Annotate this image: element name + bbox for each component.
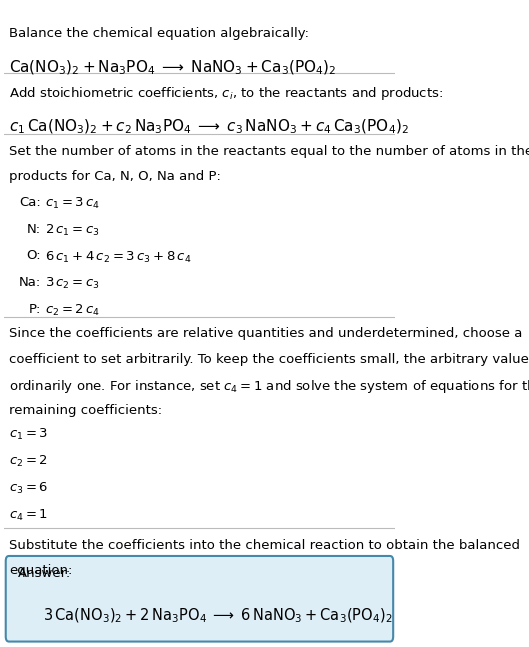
Text: $c_1 = 3$: $c_1 = 3$ bbox=[9, 427, 48, 442]
Text: $c_2 = 2$: $c_2 = 2$ bbox=[9, 454, 48, 469]
Text: $c_4 = 1$: $c_4 = 1$ bbox=[9, 507, 48, 523]
FancyBboxPatch shape bbox=[6, 556, 393, 642]
Text: coefficient to set arbitrarily. To keep the coefficients small, the arbitrary va: coefficient to set arbitrarily. To keep … bbox=[9, 353, 529, 366]
Text: $\mathrm{Ca(NO_3)_2 + Na_3PO_4 \;\longrightarrow\; NaNO_3 + Ca_3(PO_4)_2}$: $\mathrm{Ca(NO_3)_2 + Na_3PO_4 \;\longri… bbox=[9, 58, 336, 77]
Text: $c_1\,\mathrm{Ca(NO_3)_2} + c_2\,\mathrm{Na_3PO_4} \;\longrightarrow\; c_3\,\mat: $c_1\,\mathrm{Ca(NO_3)_2} + c_2\,\mathrm… bbox=[9, 117, 409, 136]
Text: O:: O: bbox=[26, 249, 41, 263]
Text: Na:: Na: bbox=[19, 276, 41, 289]
Text: Substitute the coefficients into the chemical reaction to obtain the balanced: Substitute the coefficients into the che… bbox=[9, 539, 520, 552]
Text: Balance the chemical equation algebraically:: Balance the chemical equation algebraica… bbox=[9, 27, 309, 39]
Text: Ca:: Ca: bbox=[20, 196, 41, 209]
Text: $6\,c_1 + 4\,c_2 = 3\,c_3 + 8\,c_4$: $6\,c_1 + 4\,c_2 = 3\,c_3 + 8\,c_4$ bbox=[45, 249, 191, 265]
Text: $3\,c_2 = c_3$: $3\,c_2 = c_3$ bbox=[45, 276, 100, 291]
Text: $3\,\mathrm{Ca(NO_3)_2} + 2\,\mathrm{Na_3PO_4} \;\longrightarrow\; 6\,\mathrm{Na: $3\,\mathrm{Ca(NO_3)_2} + 2\,\mathrm{Na_… bbox=[43, 606, 393, 624]
Text: Add stoichiometric coefficients, $c_i$, to the reactants and products:: Add stoichiometric coefficients, $c_i$, … bbox=[9, 85, 443, 102]
Text: Set the number of atoms in the reactants equal to the number of atoms in the: Set the number of atoms in the reactants… bbox=[9, 145, 529, 158]
Text: P:: P: bbox=[29, 303, 41, 316]
Text: N:: N: bbox=[27, 223, 41, 236]
Text: Answer:: Answer: bbox=[18, 567, 71, 580]
Text: products for Ca, N, O, Na and P:: products for Ca, N, O, Na and P: bbox=[9, 170, 221, 183]
Text: $c_3 = 6$: $c_3 = 6$ bbox=[9, 481, 48, 496]
Text: equation:: equation: bbox=[9, 564, 72, 577]
Text: ordinarily one. For instance, set $c_4 = 1$ and solve the system of equations fo: ordinarily one. For instance, set $c_4 =… bbox=[9, 378, 529, 395]
Text: $c_1 = 3\,c_4$: $c_1 = 3\,c_4$ bbox=[45, 196, 100, 211]
Text: $2\,c_1 = c_3$: $2\,c_1 = c_3$ bbox=[45, 223, 100, 237]
Text: remaining coefficients:: remaining coefficients: bbox=[9, 404, 162, 417]
Text: $c_2 = 2\,c_4$: $c_2 = 2\,c_4$ bbox=[45, 303, 100, 318]
Text: Since the coefficients are relative quantities and underdetermined, choose a: Since the coefficients are relative quan… bbox=[9, 327, 522, 340]
